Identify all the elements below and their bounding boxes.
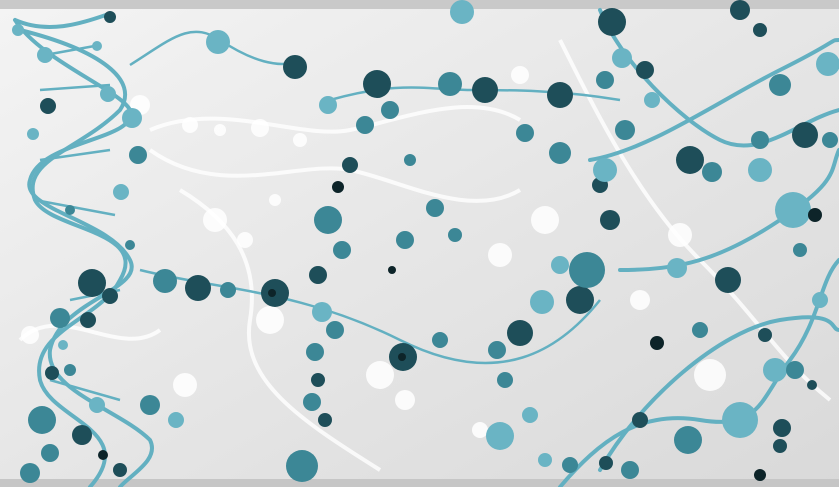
- bottom-edge: [0, 479, 839, 487]
- right-helix: [450, 0, 839, 487]
- ghost-helices: [18, 39, 832, 472]
- left-helix: [12, 11, 184, 487]
- top-edge: [0, 0, 839, 9]
- center-helix: [80, 30, 621, 482]
